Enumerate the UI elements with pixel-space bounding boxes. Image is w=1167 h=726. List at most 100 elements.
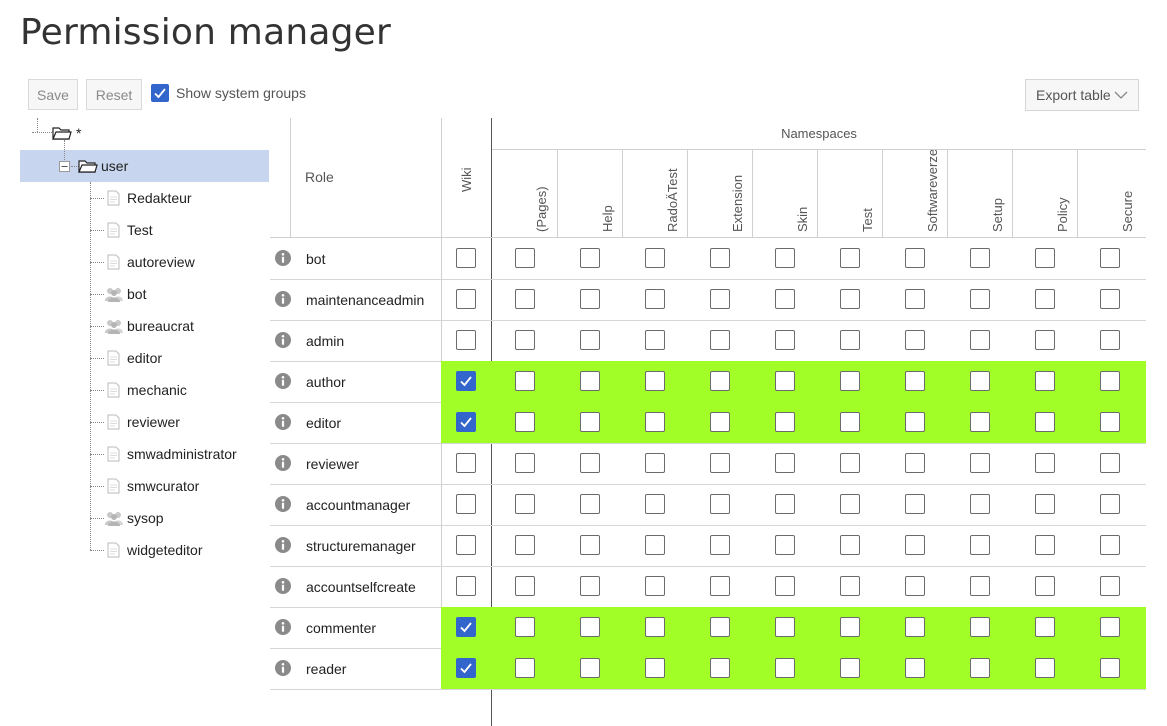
namespace-permission-checkbox[interactable]: [905, 289, 925, 309]
tree-node-widgeteditor[interactable]: widgeteditor: [20, 534, 269, 566]
namespace-permission-checkbox[interactable]: [970, 248, 990, 268]
tree-node-smwadministrator[interactable]: smwadministrator: [20, 438, 269, 470]
namespace-permission-checkbox[interactable]: [775, 453, 795, 473]
tree-node-root[interactable]: *: [20, 118, 269, 150]
namespace-permission-checkbox[interactable]: [775, 576, 795, 596]
namespace-permission-checkbox[interactable]: [1035, 535, 1055, 555]
export-table-button[interactable]: Export table: [1025, 79, 1139, 111]
namespace-permission-checkbox[interactable]: [1035, 412, 1055, 432]
wiki-permission-checkbox[interactable]: [456, 617, 476, 637]
namespace-permission-checkbox[interactable]: [840, 453, 860, 473]
namespace-permission-checkbox[interactable]: [905, 535, 925, 555]
wiki-permission-checkbox[interactable]: [456, 494, 476, 514]
namespace-permission-checkbox[interactable]: [905, 248, 925, 268]
tree-node-bot[interactable]: bot: [20, 278, 269, 310]
namespace-permission-checkbox[interactable]: [580, 576, 600, 596]
namespace-permission-checkbox[interactable]: [905, 617, 925, 637]
namespace-permission-checkbox[interactable]: [515, 494, 535, 514]
namespace-permission-checkbox[interactable]: [1035, 248, 1055, 268]
namespace-permission-checkbox[interactable]: [580, 412, 600, 432]
namespace-permission-checkbox[interactable]: [905, 453, 925, 473]
namespace-permission-checkbox[interactable]: [840, 248, 860, 268]
namespace-permission-checkbox[interactable]: [645, 658, 665, 678]
namespace-permission-checkbox[interactable]: [1035, 576, 1055, 596]
namespace-permission-checkbox[interactable]: [1035, 330, 1055, 350]
namespace-permission-checkbox[interactable]: [645, 617, 665, 637]
namespace-permission-checkbox[interactable]: [970, 494, 990, 514]
namespace-permission-checkbox[interactable]: [1035, 494, 1055, 514]
info-icon[interactable]: [275, 373, 291, 389]
namespace-permission-checkbox[interactable]: [1100, 330, 1120, 350]
namespace-permission-checkbox[interactable]: [775, 330, 795, 350]
namespace-permission-checkbox[interactable]: [840, 494, 860, 514]
tree-node-smwcurator[interactable]: smwcurator: [20, 470, 269, 502]
namespace-permission-checkbox[interactable]: [710, 576, 730, 596]
namespace-permission-checkbox[interactable]: [1100, 576, 1120, 596]
tree-node-user[interactable]: user: [20, 150, 269, 182]
namespace-permission-checkbox[interactable]: [1035, 453, 1055, 473]
info-icon[interactable]: [275, 291, 291, 307]
namespace-permission-checkbox[interactable]: [775, 617, 795, 637]
tree-node-redakteur[interactable]: Redakteur: [20, 182, 269, 214]
namespace-permission-checkbox[interactable]: [580, 330, 600, 350]
namespace-permission-checkbox[interactable]: [580, 494, 600, 514]
namespace-permission-checkbox[interactable]: [905, 576, 925, 596]
info-icon[interactable]: [275, 578, 291, 594]
namespace-permission-checkbox[interactable]: [970, 535, 990, 555]
namespace-permission-checkbox[interactable]: [580, 535, 600, 555]
wiki-permission-checkbox[interactable]: [456, 453, 476, 473]
namespace-permission-checkbox[interactable]: [775, 248, 795, 268]
namespace-permission-checkbox[interactable]: [580, 289, 600, 309]
namespace-permission-checkbox[interactable]: [970, 453, 990, 473]
namespace-permission-checkbox[interactable]: [905, 371, 925, 391]
wiki-permission-checkbox[interactable]: [456, 412, 476, 432]
info-icon[interactable]: [275, 332, 291, 348]
namespace-permission-checkbox[interactable]: [645, 330, 665, 350]
show-system-groups-checkbox[interactable]: [151, 84, 169, 102]
namespace-permission-checkbox[interactable]: [710, 658, 730, 678]
namespace-permission-checkbox[interactable]: [775, 658, 795, 678]
namespace-permission-checkbox[interactable]: [1100, 289, 1120, 309]
namespace-permission-checkbox[interactable]: [515, 371, 535, 391]
namespace-permission-checkbox[interactable]: [1100, 453, 1120, 473]
info-icon[interactable]: [275, 660, 291, 676]
tree-node-autoreview[interactable]: autoreview: [20, 246, 269, 278]
namespace-permission-checkbox[interactable]: [840, 371, 860, 391]
namespace-permission-checkbox[interactable]: [775, 371, 795, 391]
namespace-permission-checkbox[interactable]: [1035, 289, 1055, 309]
wiki-permission-checkbox[interactable]: [456, 658, 476, 678]
namespace-permission-checkbox[interactable]: [1035, 617, 1055, 637]
namespace-permission-checkbox[interactable]: [645, 576, 665, 596]
tree-node-bureaucrat[interactable]: bureaucrat: [20, 310, 269, 342]
namespace-permission-checkbox[interactable]: [970, 330, 990, 350]
save-button[interactable]: Save: [28, 79, 78, 110]
tree-node-test[interactable]: Test: [20, 214, 269, 246]
namespace-permission-checkbox[interactable]: [580, 617, 600, 637]
namespace-permission-checkbox[interactable]: [970, 289, 990, 309]
namespace-permission-checkbox[interactable]: [970, 617, 990, 637]
wiki-permission-checkbox[interactable]: [456, 371, 476, 391]
namespace-permission-checkbox[interactable]: [840, 412, 860, 432]
namespace-permission-checkbox[interactable]: [970, 412, 990, 432]
tree-node-reviewer[interactable]: reviewer: [20, 406, 269, 438]
namespace-permission-checkbox[interactable]: [1035, 658, 1055, 678]
namespace-permission-checkbox[interactable]: [1100, 412, 1120, 432]
namespace-permission-checkbox[interactable]: [645, 248, 665, 268]
namespace-permission-checkbox[interactable]: [1100, 371, 1120, 391]
wiki-permission-checkbox[interactable]: [456, 248, 476, 268]
namespace-permission-checkbox[interactable]: [710, 535, 730, 555]
info-icon[interactable]: [275, 537, 291, 553]
wiki-permission-checkbox[interactable]: [456, 535, 476, 555]
namespace-permission-checkbox[interactable]: [645, 412, 665, 432]
info-icon[interactable]: [275, 496, 291, 512]
namespace-permission-checkbox[interactable]: [1100, 535, 1120, 555]
namespace-permission-checkbox[interactable]: [515, 412, 535, 432]
namespace-permission-checkbox[interactable]: [515, 576, 535, 596]
namespace-permission-checkbox[interactable]: [580, 371, 600, 391]
namespace-permission-checkbox[interactable]: [645, 453, 665, 473]
namespace-permission-checkbox[interactable]: [515, 658, 535, 678]
tree-node-editor[interactable]: editor: [20, 342, 269, 374]
namespace-permission-checkbox[interactable]: [645, 371, 665, 391]
namespace-permission-checkbox[interactable]: [580, 658, 600, 678]
namespace-permission-checkbox[interactable]: [710, 248, 730, 268]
